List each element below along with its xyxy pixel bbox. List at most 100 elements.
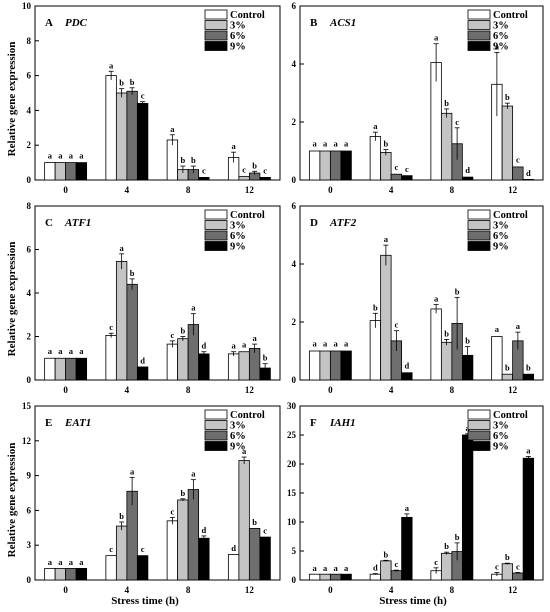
panel-a-legend-label: 3%: [230, 21, 246, 32]
panel-c-letter: C: [45, 217, 53, 229]
panel-b-xtick-label: 8: [450, 185, 455, 195]
panel-e-bar: [65, 568, 77, 581]
panel-f-bar: [380, 560, 392, 581]
panel-a-ytick-label: 2: [27, 140, 32, 150]
panel-a-significance-letter: a: [48, 151, 53, 161]
panel-b-legend-swatch: [467, 9, 491, 20]
panel-f-bar: [461, 434, 474, 581]
panel-e-significance-letter: a: [242, 446, 247, 456]
panel-d-xtick-label: 0: [328, 385, 333, 395]
panel-c-bar: [126, 283, 138, 381]
panel-c-significance-letter: a: [191, 303, 196, 313]
panel-f-significance-letter: a: [334, 563, 339, 573]
panel-d-ytick-label: 4: [292, 259, 297, 269]
panel-b-legend-label: 3%: [493, 21, 509, 32]
panel-c-ytick-label: 2: [27, 332, 32, 342]
panel-b-significance-letter: a: [313, 139, 318, 149]
panel-c-legend-label: 9%: [230, 242, 246, 253]
panel-d-significance-letter: d: [405, 360, 410, 370]
panel-a-legend-swatch: [204, 30, 228, 41]
panel-f-significance-letter: d: [373, 563, 378, 573]
panel-d-bar: [329, 350, 342, 381]
panel-c-significance-letter: a: [69, 346, 74, 356]
panel-e-legend-swatch: [204, 420, 228, 430]
panel-e-xtick-label: 12: [245, 585, 255, 595]
panel-d-legend-label: 9%: [493, 242, 509, 253]
panel-f-ytick-label: 25: [287, 430, 297, 440]
panel-b-bar: [512, 166, 524, 181]
panel-c-bar: [115, 261, 128, 381]
panel-d-significance-letter: b: [444, 328, 449, 338]
panel-d-xtick-label: 4: [389, 385, 394, 395]
panel-c-xtick-label: 8: [186, 385, 191, 395]
panel-e-significance-letter: d: [202, 525, 207, 535]
panel-b-ytick-label: 4: [292, 59, 297, 69]
panel-e-bar: [115, 525, 128, 581]
panel-a-significance-letter: a: [79, 151, 84, 161]
panel-b-ytick-label: 6: [292, 1, 297, 11]
panel-a-legend-label: 6%: [230, 31, 246, 42]
panel-f: 0510152025300aaaa4dbca8cbba12cbcaFIAH1Co…: [287, 401, 544, 595]
panel-a-significance-letter: a: [69, 151, 74, 161]
panel-d-bar: [401, 372, 413, 381]
panel-a-bar: [54, 162, 67, 181]
panel-f-significance-letter: b: [384, 549, 389, 559]
panel-d-bar: [380, 254, 392, 381]
panel-e-bar: [75, 568, 88, 581]
panel-a-significance-letter: a: [109, 60, 114, 70]
panel-d-bar: [430, 308, 442, 381]
panel-b-bar: [501, 105, 514, 181]
panel-c-legend-swatch: [204, 241, 228, 251]
panel-c-significance-letter: a: [242, 340, 247, 350]
panel-a-xtick-label: 0: [63, 185, 68, 195]
panel-d-bar: [440, 341, 453, 381]
panel-f-ytick-label: 20: [287, 459, 297, 469]
panel-a-legend-swatch: [204, 41, 228, 51]
panel-e-xtick-label: 8: [186, 585, 191, 595]
panel-b-bar: [329, 150, 342, 181]
panel-a-xtick-label: 12: [245, 185, 255, 195]
panel-a-significance-letter: b: [130, 77, 135, 87]
panel-d-bar: [369, 320, 382, 381]
panel-e-ytick-label: 12: [22, 436, 32, 446]
panel-d-significance-letter: a: [495, 324, 500, 334]
y-axis-title-bottom: Relative gene expression: [6, 443, 18, 558]
panel-e-significance-letter: a: [69, 557, 74, 567]
panel-b-bar: [390, 173, 403, 181]
panel-c-significance-letter: d: [202, 341, 207, 351]
panel-c-significance-letter: a: [232, 341, 237, 351]
panel-b-bar: [308, 150, 321, 181]
panel-d-xtick-label: 12: [508, 385, 518, 395]
panel-b-bar: [401, 175, 413, 181]
panel-a-ytick-label: 6: [27, 71, 32, 81]
panel-e-significance-letter: a: [58, 557, 63, 567]
panel-c-significance-letter: a: [79, 346, 84, 356]
panel-b-significance-letter: d: [526, 168, 531, 178]
panel-d-frame: [299, 205, 544, 381]
panel-e-bar: [177, 499, 189, 581]
panel-e-gene-name: EAT1: [64, 417, 91, 429]
panel-f-xtick-label: 8: [450, 585, 455, 595]
panel-d-legend-label: 3%: [493, 221, 509, 232]
panel-a-bar: [126, 90, 138, 181]
panel-f-legend-label: 3%: [493, 421, 509, 432]
panel-a-frame: [34, 5, 281, 181]
panel-d-significance-letter: b: [455, 286, 460, 296]
panel-f-xtick-label: 0: [328, 585, 333, 595]
panel-a-legend-swatch: [204, 9, 228, 20]
panel-c-significance-letter: c: [170, 330, 174, 340]
panel-c-ytick-label: 8: [27, 201, 32, 211]
panel-e-legend-swatch: [204, 441, 228, 451]
panel-b-significance-letter: c: [394, 162, 398, 172]
panel-f-ytick-label: 10: [287, 517, 297, 527]
panel-c-significance-letter: b: [181, 326, 186, 336]
panel-a-bar: [105, 75, 117, 181]
panel-d-significance-letter: b: [465, 336, 470, 346]
